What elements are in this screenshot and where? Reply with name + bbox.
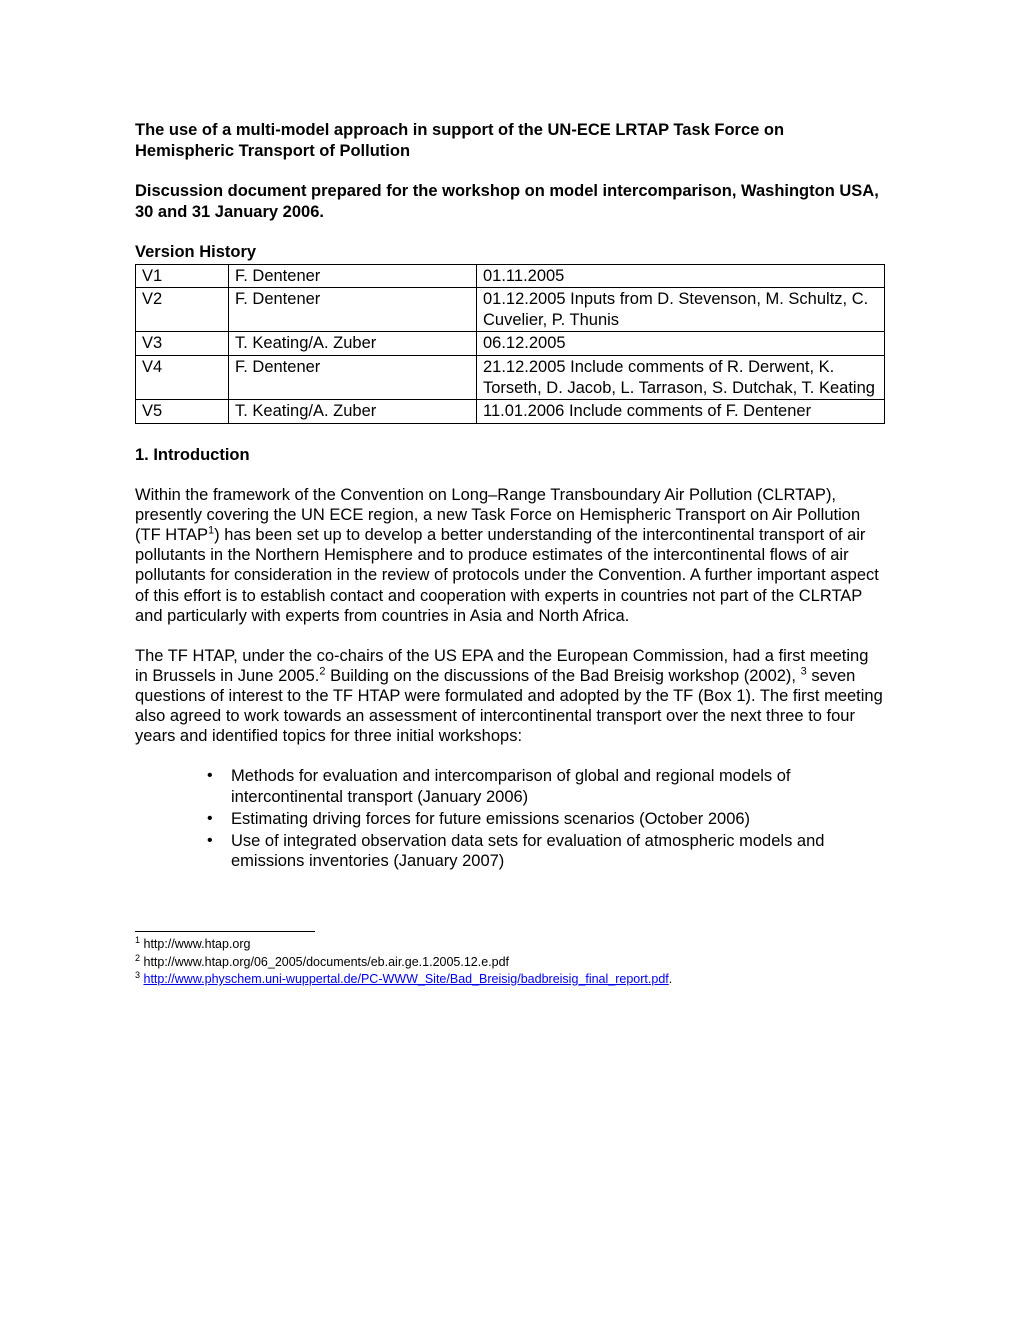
para-text: Building on the discussions of the Bad B… bbox=[326, 667, 801, 685]
footnote-separator bbox=[135, 931, 315, 932]
note-cell: 06.12.2005 bbox=[477, 332, 885, 356]
list-item: Use of integrated observation data sets … bbox=[207, 831, 885, 871]
footnote-text: . bbox=[669, 972, 672, 986]
footnote-link[interactable]: http://www.physchem.uni-wuppertal.de/PC-… bbox=[144, 972, 669, 986]
table-row: V4 F. Dentener 21.12.2005 Include commen… bbox=[136, 356, 885, 400]
section-1-heading: 1. Introduction bbox=[135, 446, 885, 465]
version-cell: V1 bbox=[136, 264, 229, 288]
document-page: The use of a multi-model approach in sup… bbox=[0, 0, 1020, 1320]
document-title: The use of a multi-model approach in sup… bbox=[135, 120, 885, 161]
footnote-2: 2 http://www.htap.org/06_2005/documents/… bbox=[135, 954, 885, 972]
version-cell: V4 bbox=[136, 356, 229, 400]
author-cell: T. Keating/A. Zuber bbox=[229, 332, 477, 356]
version-history-table: V1 F. Dentener 01.11.2005 V2 F. Dentener… bbox=[135, 264, 885, 424]
footnote-3: 3 http://www.physchem.uni-wuppertal.de/P… bbox=[135, 971, 885, 989]
author-cell: F. Dentener bbox=[229, 288, 477, 332]
footnote-1: 1 http://www.htap.org bbox=[135, 936, 885, 954]
table-row: V1 F. Dentener 01.11.2005 bbox=[136, 264, 885, 288]
author-cell: F. Dentener bbox=[229, 356, 477, 400]
footnote-text: http://www.htap.org bbox=[140, 937, 250, 951]
author-cell: F. Dentener bbox=[229, 264, 477, 288]
author-cell: T. Keating/A. Zuber bbox=[229, 400, 477, 424]
table-row: V5 T. Keating/A. Zuber 11.01.2006 Includ… bbox=[136, 400, 885, 424]
note-cell: 01.12.2005 Inputs from D. Stevenson, M. … bbox=[477, 288, 885, 332]
version-cell: V3 bbox=[136, 332, 229, 356]
intro-paragraph-2: The TF HTAP, under the co-chairs of the … bbox=[135, 646, 885, 747]
para-text: ) has been set up to develop a better un… bbox=[135, 526, 879, 625]
intro-paragraph-1: Within the framework of the Convention o… bbox=[135, 485, 885, 626]
table-row: V2 F. Dentener 01.12.2005 Inputs from D.… bbox=[136, 288, 885, 332]
document-subtitle: Discussion document prepared for the wor… bbox=[135, 181, 885, 222]
note-cell: 01.11.2005 bbox=[477, 264, 885, 288]
note-cell: 11.01.2006 Include comments of F. Denten… bbox=[477, 400, 885, 424]
table-row: V3 T. Keating/A. Zuber 06.12.2005 bbox=[136, 332, 885, 356]
version-cell: V2 bbox=[136, 288, 229, 332]
note-cell: 21.12.2005 Include comments of R. Derwen… bbox=[477, 356, 885, 400]
list-item: Methods for evaluation and intercomparis… bbox=[207, 766, 885, 806]
version-history-heading: Version History bbox=[135, 243, 885, 262]
workshop-bullet-list: Methods for evaluation and intercomparis… bbox=[135, 766, 885, 871]
version-cell: V5 bbox=[136, 400, 229, 424]
list-item: Estimating driving forces for future emi… bbox=[207, 809, 885, 829]
footnote-text: http://www.htap.org/06_2005/documents/eb… bbox=[140, 955, 509, 969]
